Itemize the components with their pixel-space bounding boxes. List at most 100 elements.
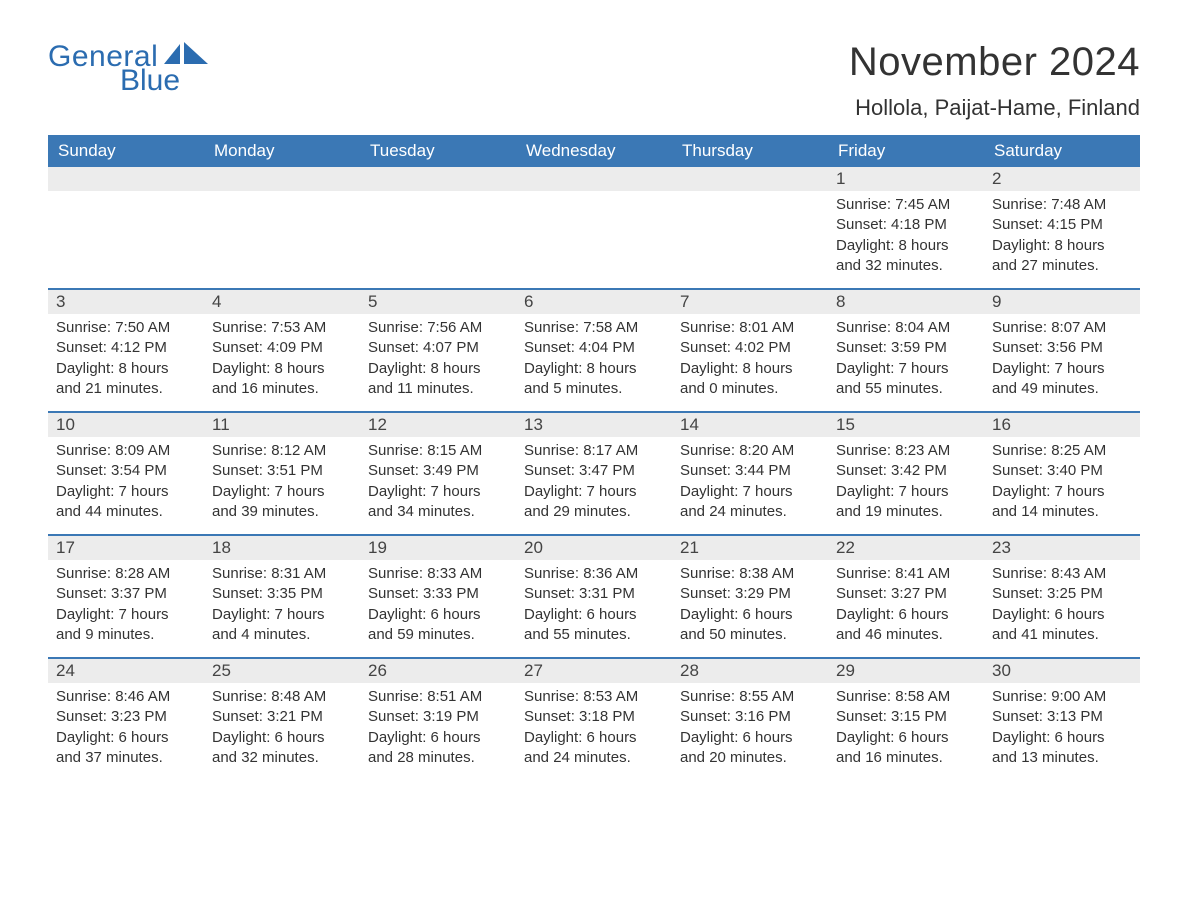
week-row: 17Sunrise: 8:28 AMSunset: 3:37 PMDayligh… (48, 534, 1140, 657)
day-number: 2 (984, 167, 1140, 191)
weekday-header: Thursday (672, 135, 828, 167)
day-detail-line: Sunset: 3:18 PM (524, 707, 664, 727)
day-detail-line: Daylight: 7 hours (368, 482, 508, 502)
calendar: SundayMondayTuesdayWednesdayThursdayFrid… (48, 135, 1140, 780)
day-detail-line: Daylight: 7 hours (992, 482, 1132, 502)
day-detail-line: and 9 minutes. (56, 625, 196, 645)
day-detail-line: Daylight: 7 hours (212, 482, 352, 502)
day-details: Sunrise: 7:56 AMSunset: 4:07 PMDaylight:… (360, 314, 516, 411)
day-cell: 9Sunrise: 8:07 AMSunset: 3:56 PMDaylight… (984, 288, 1140, 411)
day-number: 14 (672, 411, 828, 437)
day-detail-line: Sunrise: 7:53 AM (212, 318, 352, 338)
day-cell: 24Sunrise: 8:46 AMSunset: 3:23 PMDayligh… (48, 657, 204, 780)
day-detail-line: Daylight: 6 hours (992, 605, 1132, 625)
week-row: 10Sunrise: 8:09 AMSunset: 3:54 PMDayligh… (48, 411, 1140, 534)
day-details: Sunrise: 8:20 AMSunset: 3:44 PMDaylight:… (672, 437, 828, 534)
day-detail-line: Sunset: 3:19 PM (368, 707, 508, 727)
day-details: Sunrise: 8:12 AMSunset: 3:51 PMDaylight:… (204, 437, 360, 534)
day-cell: 10Sunrise: 8:09 AMSunset: 3:54 PMDayligh… (48, 411, 204, 534)
day-detail-line: and 32 minutes. (212, 748, 352, 768)
day-detail-line: and 13 minutes. (992, 748, 1132, 768)
day-number: 6 (516, 288, 672, 314)
day-detail-line: Daylight: 6 hours (212, 728, 352, 748)
day-number: 28 (672, 657, 828, 683)
day-detail-line: Sunrise: 7:56 AM (368, 318, 508, 338)
day-detail-line: Sunset: 3:21 PM (212, 707, 352, 727)
day-number-empty (360, 167, 516, 191)
day-detail-line: Sunrise: 8:20 AM (680, 441, 820, 461)
day-detail-line: Daylight: 6 hours (992, 728, 1132, 748)
day-detail-line: Sunset: 4:09 PM (212, 338, 352, 358)
day-detail-line: and 28 minutes. (368, 748, 508, 768)
day-cell: 15Sunrise: 8:23 AMSunset: 3:42 PMDayligh… (828, 411, 984, 534)
day-cell: 6Sunrise: 7:58 AMSunset: 4:04 PMDaylight… (516, 288, 672, 411)
weekday-header-row: SundayMondayTuesdayWednesdayThursdayFrid… (48, 135, 1140, 167)
day-detail-line: Sunrise: 8:04 AM (836, 318, 976, 338)
day-detail-line: Daylight: 8 hours (56, 359, 196, 379)
day-detail-line: and 49 minutes. (992, 379, 1132, 399)
day-number: 9 (984, 288, 1140, 314)
day-detail-line: Daylight: 6 hours (524, 728, 664, 748)
day-detail-line: Sunrise: 8:55 AM (680, 687, 820, 707)
day-detail-line: Sunset: 4:02 PM (680, 338, 820, 358)
day-cell (516, 167, 672, 288)
day-detail-line: Sunrise: 8:58 AM (836, 687, 976, 707)
day-detail-line: Daylight: 7 hours (836, 482, 976, 502)
day-detail-line: Sunrise: 8:09 AM (56, 441, 196, 461)
day-detail-line: and 37 minutes. (56, 748, 196, 768)
day-detail-line: and 16 minutes. (212, 379, 352, 399)
day-detail-line: Sunset: 3:23 PM (56, 707, 196, 727)
day-detail-line: Sunrise: 8:17 AM (524, 441, 664, 461)
day-details: Sunrise: 7:48 AMSunset: 4:15 PMDaylight:… (984, 191, 1140, 288)
day-cell: 17Sunrise: 8:28 AMSunset: 3:37 PMDayligh… (48, 534, 204, 657)
day-detail-line: Sunrise: 8:38 AM (680, 564, 820, 584)
day-detail-line: and 55 minutes. (524, 625, 664, 645)
day-detail-line: and 14 minutes. (992, 502, 1132, 522)
day-detail-line: Sunrise: 8:12 AM (212, 441, 352, 461)
day-details: Sunrise: 9:00 AMSunset: 3:13 PMDaylight:… (984, 683, 1140, 780)
day-cell: 28Sunrise: 8:55 AMSunset: 3:16 PMDayligh… (672, 657, 828, 780)
day-detail-line: Sunrise: 8:25 AM (992, 441, 1132, 461)
day-detail-line: Daylight: 7 hours (992, 359, 1132, 379)
day-number: 27 (516, 657, 672, 683)
day-detail-line: and 24 minutes. (680, 502, 820, 522)
day-detail-line: Daylight: 8 hours (212, 359, 352, 379)
day-number: 3 (48, 288, 204, 314)
day-number: 30 (984, 657, 1140, 683)
day-cell (204, 167, 360, 288)
day-details: Sunrise: 8:07 AMSunset: 3:56 PMDaylight:… (984, 314, 1140, 411)
day-detail-line: and 34 minutes. (368, 502, 508, 522)
location: Hollola, Paijat-Hame, Finland (849, 95, 1140, 121)
title-block: November 2024 Hollola, Paijat-Hame, Finl… (849, 40, 1140, 121)
day-detail-line: Daylight: 7 hours (680, 482, 820, 502)
day-detail-line: Daylight: 6 hours (368, 605, 508, 625)
day-detail-line: Sunset: 3:16 PM (680, 707, 820, 727)
day-detail-line: and 50 minutes. (680, 625, 820, 645)
day-detail-line: Daylight: 6 hours (524, 605, 664, 625)
day-detail-line: Sunset: 3:15 PM (836, 707, 976, 727)
day-detail-line: Daylight: 7 hours (56, 605, 196, 625)
day-detail-line: Sunset: 3:31 PM (524, 584, 664, 604)
day-detail-line: Sunrise: 8:28 AM (56, 564, 196, 584)
day-detail-line: Sunset: 3:49 PM (368, 461, 508, 481)
day-detail-line: and 24 minutes. (524, 748, 664, 768)
day-detail-line: Sunrise: 7:45 AM (836, 195, 976, 215)
day-detail-line: Sunrise: 8:15 AM (368, 441, 508, 461)
day-cell: 1Sunrise: 7:45 AMSunset: 4:18 PMDaylight… (828, 167, 984, 288)
day-detail-line: Sunset: 3:27 PM (836, 584, 976, 604)
day-detail-line: Sunset: 4:15 PM (992, 215, 1132, 235)
weekday-header: Friday (828, 135, 984, 167)
day-detail-line: and 27 minutes. (992, 256, 1132, 276)
day-detail-line: Sunset: 4:07 PM (368, 338, 508, 358)
day-number: 7 (672, 288, 828, 314)
day-number: 19 (360, 534, 516, 560)
day-detail-line: Daylight: 7 hours (836, 359, 976, 379)
logo-sail-icon (164, 40, 212, 66)
day-cell: 22Sunrise: 8:41 AMSunset: 3:27 PMDayligh… (828, 534, 984, 657)
day-number: 23 (984, 534, 1140, 560)
day-detail-line: and 21 minutes. (56, 379, 196, 399)
weekday-header: Wednesday (516, 135, 672, 167)
day-details: Sunrise: 7:58 AMSunset: 4:04 PMDaylight:… (516, 314, 672, 411)
day-detail-line: Sunrise: 8:07 AM (992, 318, 1132, 338)
day-detail-line: Sunrise: 9:00 AM (992, 687, 1132, 707)
